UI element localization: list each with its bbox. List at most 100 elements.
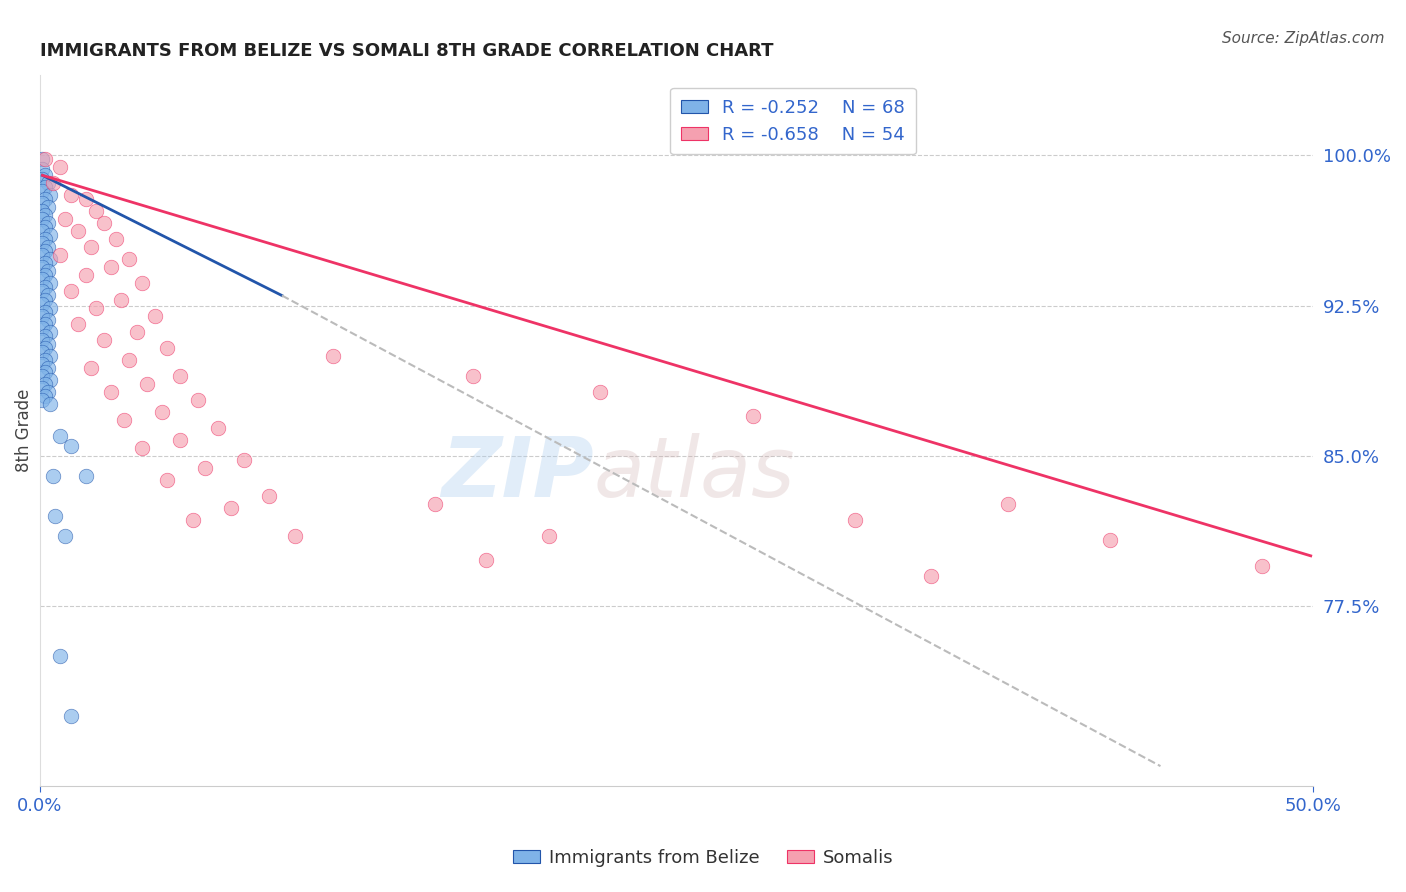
Point: [34, 244, 56, 259]
Point: [34, 317, 56, 331]
Point: [31, 344, 53, 359]
Point: [31, 224, 53, 238]
Point: [59, 439, 82, 453]
Point: [37, 360, 59, 375]
Point: [93, 333, 115, 347]
Point: [194, 460, 217, 475]
Point: [538, 529, 561, 543]
Point: [84, 204, 107, 219]
Point: [37, 200, 59, 214]
Text: Source: ZipAtlas.com: Source: ZipAtlas.com: [1222, 31, 1385, 46]
Point: [169, 433, 191, 447]
Point: [143, 309, 166, 323]
Point: [39, 373, 62, 387]
Point: [39, 301, 62, 315]
Point: [49, 248, 72, 262]
Point: [49, 161, 72, 175]
Point: [31, 153, 53, 167]
Point: [59, 188, 82, 202]
Point: [997, 497, 1019, 511]
Point: [37, 312, 59, 326]
Point: [34, 389, 56, 403]
Point: [31, 236, 53, 251]
Point: [37, 177, 59, 191]
Point: [55, 212, 77, 227]
Point: [34, 169, 56, 183]
Point: [31, 381, 53, 395]
Point: [423, 497, 446, 511]
Point: [461, 368, 484, 383]
Point: [37, 264, 59, 278]
Point: [207, 420, 229, 434]
Point: [59, 285, 82, 299]
Point: [41, 177, 63, 191]
Point: [49, 648, 72, 663]
Point: [1098, 533, 1121, 547]
Y-axis label: 8th Grade: 8th Grade: [15, 389, 32, 473]
Point: [37, 240, 59, 254]
Point: [75, 193, 97, 207]
Text: ZIP: ZIP: [441, 433, 593, 514]
Point: [34, 293, 56, 307]
Point: [41, 468, 63, 483]
Point: [39, 397, 62, 411]
Point: [257, 489, 280, 503]
Point: [31, 172, 53, 186]
Point: [75, 268, 97, 283]
Point: [75, 468, 97, 483]
Point: [67, 224, 90, 238]
Point: [118, 252, 141, 267]
Point: [31, 309, 53, 323]
Point: [80, 360, 103, 375]
Point: [39, 228, 62, 243]
Point: [31, 185, 53, 199]
Point: [135, 376, 157, 391]
Point: [84, 301, 107, 315]
Point: [100, 384, 122, 399]
Point: [1251, 558, 1274, 573]
Point: [37, 336, 59, 351]
Point: [34, 232, 56, 246]
Point: [187, 392, 209, 407]
Point: [156, 341, 179, 355]
Point: [219, 500, 242, 515]
Point: [110, 293, 132, 307]
Point: [284, 529, 307, 543]
Point: [34, 153, 56, 167]
Point: [100, 260, 122, 275]
Point: [31, 212, 53, 227]
Point: [49, 428, 72, 442]
Point: [34, 376, 56, 391]
Point: [474, 553, 496, 567]
Point: [34, 352, 56, 367]
Point: [232, 452, 254, 467]
Text: atlas: atlas: [593, 433, 796, 514]
Text: IMMIGRANTS FROM BELIZE VS SOMALI 8TH GRADE CORRELATION CHART: IMMIGRANTS FROM BELIZE VS SOMALI 8TH GRA…: [39, 42, 773, 60]
Point: [31, 196, 53, 211]
Point: [156, 473, 179, 487]
Point: [169, 368, 191, 383]
Point: [31, 285, 53, 299]
Point: [31, 368, 53, 383]
Point: [39, 349, 62, 363]
Point: [67, 317, 90, 331]
Point: [31, 204, 53, 219]
Point: [31, 333, 53, 347]
Point: [80, 240, 103, 254]
Point: [34, 193, 56, 207]
Point: [31, 272, 53, 286]
Point: [55, 529, 77, 543]
Point: [34, 328, 56, 343]
Point: [34, 365, 56, 379]
Point: [844, 513, 866, 527]
Point: [34, 208, 56, 222]
Point: [105, 232, 128, 246]
Point: [742, 409, 765, 423]
Point: [34, 280, 56, 294]
Point: [34, 180, 56, 194]
Point: [31, 392, 53, 407]
Point: [39, 325, 62, 339]
Point: [118, 352, 141, 367]
Point: [589, 384, 612, 399]
Point: [150, 404, 173, 418]
